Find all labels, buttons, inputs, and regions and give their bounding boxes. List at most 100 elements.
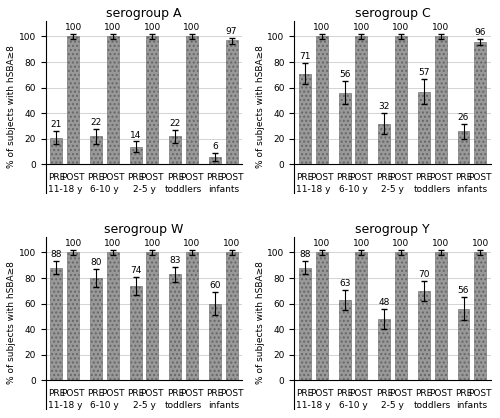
Y-axis label: % of subjects with hSBA≥8: % of subjects with hSBA≥8 xyxy=(7,261,16,384)
Text: 100: 100 xyxy=(352,239,370,248)
Bar xyxy=(458,309,469,380)
Bar xyxy=(378,124,390,165)
Text: POST: POST xyxy=(101,173,124,183)
Bar xyxy=(458,131,469,165)
Bar xyxy=(107,36,118,165)
Bar xyxy=(338,93,350,165)
Bar xyxy=(170,136,181,165)
Text: POST: POST xyxy=(101,390,124,398)
Text: 6: 6 xyxy=(212,142,218,151)
Text: 83: 83 xyxy=(170,255,181,265)
Text: POST: POST xyxy=(180,390,204,398)
Text: 100: 100 xyxy=(392,239,409,248)
Bar xyxy=(395,36,407,165)
Bar xyxy=(90,136,102,165)
Bar xyxy=(434,36,446,165)
Bar xyxy=(67,252,79,380)
Text: infants: infants xyxy=(208,185,239,194)
Text: PRE: PRE xyxy=(336,173,353,183)
Title: serogroup C: serogroup C xyxy=(354,7,430,20)
Text: POST: POST xyxy=(389,390,412,398)
Text: PRE: PRE xyxy=(88,390,104,398)
Text: POST: POST xyxy=(350,390,373,398)
Text: PRE: PRE xyxy=(416,173,432,183)
Text: 56: 56 xyxy=(339,70,350,79)
Bar xyxy=(186,252,198,380)
Title: serogroup W: serogroup W xyxy=(104,223,184,236)
Text: 11-18 y: 11-18 y xyxy=(296,401,330,410)
Text: 100: 100 xyxy=(184,23,200,32)
Bar xyxy=(186,36,198,165)
Text: PRE: PRE xyxy=(127,390,144,398)
Bar xyxy=(474,252,486,380)
Text: 22: 22 xyxy=(90,118,102,127)
Text: PRE: PRE xyxy=(296,173,314,183)
Bar xyxy=(316,36,328,165)
Text: PRE: PRE xyxy=(206,173,224,183)
Text: POST: POST xyxy=(310,173,334,183)
Text: infants: infants xyxy=(456,401,488,410)
Text: 88: 88 xyxy=(300,250,311,260)
Text: PRE: PRE xyxy=(127,173,144,183)
Text: 100: 100 xyxy=(392,23,409,32)
Text: 100: 100 xyxy=(472,239,489,248)
Text: 63: 63 xyxy=(339,279,350,288)
Bar xyxy=(226,252,237,380)
Text: 100: 100 xyxy=(313,239,330,248)
Text: 56: 56 xyxy=(458,286,469,295)
Text: 11-18 y: 11-18 y xyxy=(48,185,82,194)
Text: 70: 70 xyxy=(418,270,430,279)
Text: POST: POST xyxy=(140,390,164,398)
Text: PRE: PRE xyxy=(166,173,184,183)
Bar xyxy=(146,36,158,165)
Text: 11-18 y: 11-18 y xyxy=(296,185,330,194)
Text: 71: 71 xyxy=(300,52,311,61)
Text: 88: 88 xyxy=(50,250,62,260)
Bar xyxy=(209,157,221,165)
Bar xyxy=(378,319,390,380)
Text: 22: 22 xyxy=(170,119,181,128)
Text: 100: 100 xyxy=(223,239,240,248)
Text: 2-5 y: 2-5 y xyxy=(381,185,404,194)
Title: serogroup A: serogroup A xyxy=(106,7,182,20)
Text: POST: POST xyxy=(62,390,85,398)
Text: POST: POST xyxy=(62,173,85,183)
Bar xyxy=(146,252,158,380)
Text: POST: POST xyxy=(350,173,373,183)
Text: infants: infants xyxy=(456,185,488,194)
Bar xyxy=(356,252,368,380)
Bar xyxy=(50,138,62,165)
Text: POST: POST xyxy=(429,390,452,398)
Text: PRE: PRE xyxy=(296,390,314,398)
Text: 11-18 y: 11-18 y xyxy=(48,401,82,410)
Text: 97: 97 xyxy=(226,27,237,36)
Text: 6-10 y: 6-10 y xyxy=(90,401,119,410)
Text: PRE: PRE xyxy=(376,390,393,398)
Bar xyxy=(90,278,102,380)
Bar xyxy=(474,42,486,165)
Text: 100: 100 xyxy=(184,239,200,248)
Bar xyxy=(316,252,328,380)
Text: 100: 100 xyxy=(352,23,370,32)
Text: toddlers: toddlers xyxy=(165,185,202,194)
Text: 100: 100 xyxy=(144,23,161,32)
Text: POST: POST xyxy=(389,173,412,183)
Text: PRE: PRE xyxy=(48,173,65,183)
Text: 80: 80 xyxy=(90,258,102,267)
Bar xyxy=(434,252,446,380)
Y-axis label: % of subjects with hSBA≥8: % of subjects with hSBA≥8 xyxy=(256,261,264,384)
Text: POST: POST xyxy=(220,390,244,398)
Text: 74: 74 xyxy=(130,266,141,275)
Bar xyxy=(395,252,407,380)
Bar xyxy=(226,40,237,165)
Text: POST: POST xyxy=(468,173,492,183)
Bar xyxy=(107,252,118,380)
Text: PRE: PRE xyxy=(376,173,393,183)
Text: POST: POST xyxy=(310,390,334,398)
Y-axis label: % of subjects with hSBA≥8: % of subjects with hSBA≥8 xyxy=(256,46,264,168)
Text: 100: 100 xyxy=(432,239,449,248)
Text: 100: 100 xyxy=(313,23,330,32)
Title: serogroup Y: serogroup Y xyxy=(356,223,430,236)
Bar xyxy=(67,36,79,165)
Text: infants: infants xyxy=(208,401,239,410)
